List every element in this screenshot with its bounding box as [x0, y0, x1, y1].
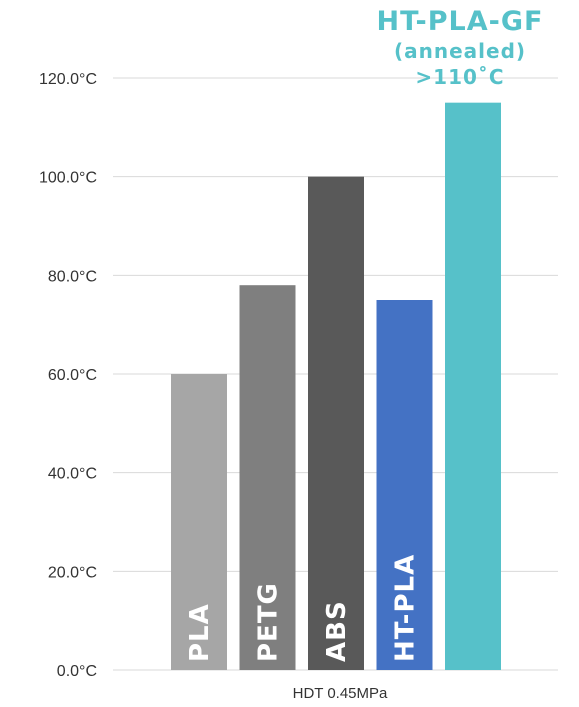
x-axis-label: HDT 0.45MPa: [293, 685, 388, 702]
y-tick-label: 20.0°C: [48, 564, 97, 581]
bar-labels: PLA PETG ABS HT-PLA: [185, 554, 421, 662]
annotation-line2: (annealed): [394, 39, 526, 63]
y-tick-label: 120.0°C: [39, 71, 97, 88]
y-tick-label: 100.0°C: [39, 170, 97, 187]
annotation-line1: HT-PLA-GF: [377, 6, 544, 37]
bars: [171, 102, 501, 670]
bar-pla: [171, 374, 227, 670]
bar-ht-pla-gf: [445, 102, 501, 670]
bar-label-abs: ABS: [322, 600, 352, 662]
bar-label-petg: PETG: [254, 582, 284, 662]
y-tick-label: 40.0°C: [48, 466, 97, 483]
y-tick-label: 60.0°C: [48, 367, 97, 384]
y-axis-ticks: 0.0°C 20.0°C 40.0°C 60.0°C 80.0°C 100.0°C 120.…: [39, 71, 97, 680]
y-tick-label: 0.0°C: [57, 663, 97, 680]
y-tick-label: 80.0°C: [48, 268, 97, 285]
bar-label-ht-pla: HT-PLA: [391, 554, 421, 662]
annotation: HT-PLA-GF (annealed) >110˚C: [377, 6, 544, 89]
bar-abs: [308, 176, 364, 670]
bar-petg: [239, 285, 296, 670]
bar-label-pla: PLA: [185, 603, 215, 662]
bar-ht-pla: [376, 300, 433, 670]
annotation-line3: >110˚C: [415, 65, 504, 89]
